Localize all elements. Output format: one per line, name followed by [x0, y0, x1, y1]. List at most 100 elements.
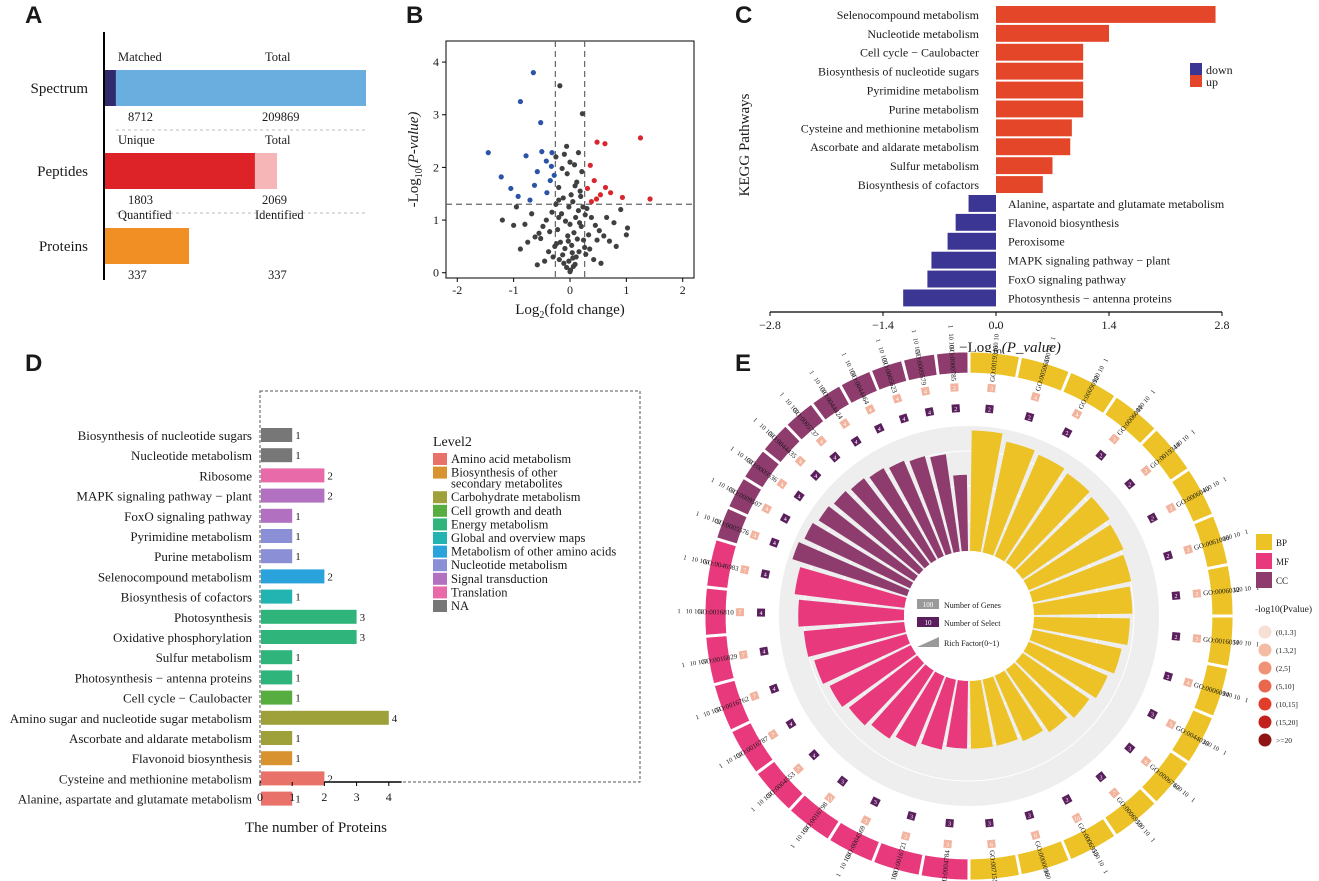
e-gene-count: 11 — [827, 796, 833, 802]
e-rich-bar — [994, 670, 1044, 742]
e-select-count: 2 — [1174, 594, 1177, 600]
e-select-count-box — [1124, 742, 1136, 754]
b-point-ns — [611, 220, 617, 226]
e-gene-count-box — [1140, 755, 1152, 767]
e-gene-count: 3 — [1187, 548, 1190, 554]
b-point-ns — [553, 201, 559, 207]
a-right-label: Total — [265, 133, 291, 147]
e-go-segment — [1207, 616, 1234, 667]
e-select-count: 4 — [763, 650, 766, 656]
e-gene-count-box — [950, 383, 959, 392]
e-go-segment — [716, 507, 748, 545]
e-tick-label: 100 — [724, 485, 736, 496]
b-point-ns — [561, 260, 567, 266]
d-legend-label: Signal transduction — [451, 572, 549, 586]
c-category-label: Selenocompound metabolism — [837, 8, 980, 22]
b-point-up — [602, 141, 608, 147]
e-rich-bar — [982, 441, 1035, 556]
b-point-ns — [536, 230, 542, 236]
c-legend-swatch — [1190, 75, 1202, 87]
e-gene-count-box — [1030, 391, 1041, 402]
c-category-label: Ascorbate and aldarate metabolism — [810, 140, 980, 154]
e-select-count: 3 — [988, 821, 991, 827]
e-select-count: 4 — [928, 410, 931, 416]
e-select-count: 4 — [855, 440, 858, 446]
e-pvalue-label: (2,5] — [1276, 664, 1290, 673]
d-bar-value: 1 — [295, 450, 301, 462]
e-tick-label: 1 — [1101, 869, 1109, 875]
e-gene-count: 10 — [1074, 816, 1080, 822]
b-point-ns — [598, 260, 604, 266]
e-go-segment — [1104, 788, 1156, 836]
e-tick-label: 100 — [1043, 352, 1053, 363]
e-gene-count: 3 — [904, 835, 907, 841]
b-point-ns — [575, 207, 582, 214]
panel-label-d: D — [25, 350, 43, 377]
e-gene-count: 3 — [864, 819, 867, 825]
e-gene-count-box — [1140, 465, 1152, 477]
b-point-ns — [562, 218, 569, 224]
e-tick-label: 100 — [710, 516, 722, 526]
e-pvalue-label: (15,20] — [1276, 718, 1298, 727]
b-point-ns — [568, 192, 574, 198]
e-go-segment — [744, 450, 780, 489]
d-category-label: Biosynthesis of cofactors — [121, 590, 252, 605]
e-rich-bar — [994, 454, 1065, 562]
e-tick-label: 1 — [1149, 837, 1156, 844]
d-bar-value: 2 — [327, 571, 333, 583]
d-category-label: Ribosome — [199, 468, 252, 483]
b-point-ns — [613, 243, 619, 249]
e-tick-label: 1 — [910, 329, 917, 334]
e-tick-label: 100 — [694, 608, 704, 615]
e-tick-label: 100 — [1201, 484, 1213, 495]
e-gene-count-box — [767, 728, 779, 740]
c-category-label: Alanine, aspartate and glutamate metabol… — [1008, 197, 1225, 211]
e-select-count-box — [924, 407, 935, 417]
e-select-count-box — [760, 569, 771, 579]
e-rich-bar — [1023, 641, 1108, 699]
e-select-count: 2 — [1028, 415, 1031, 421]
e-select-count: 3 — [841, 780, 844, 786]
d-bar — [261, 508, 293, 523]
b-point-down — [515, 193, 521, 199]
d-category-label: Ascorbate and aldarate metabolism — [69, 731, 252, 746]
e-pvalue-label: (1.3,2] — [1276, 646, 1296, 655]
e-gene-count: 7 — [743, 568, 746, 574]
c-category-label: Photosynthesis − antenna proteins — [1008, 291, 1172, 305]
d-category-label: Cell cycle − Caulobacter — [123, 691, 253, 706]
e-go-segment — [731, 722, 774, 773]
d-xlabel: The number of Proteins — [245, 820, 387, 836]
d-category-label: Flavonoid biosynthesis — [132, 751, 252, 766]
e-go-label: GO:0004784 — [940, 849, 951, 881]
b-point-ns — [555, 226, 561, 233]
d-bar-value: 1 — [295, 551, 301, 563]
e-pvalue-label: (5,10] — [1276, 682, 1294, 691]
e-tick-label: 100 — [991, 880, 999, 881]
e-go-label: GO:0006032 — [1203, 586, 1241, 598]
e-tick-label: 10 — [843, 359, 852, 368]
e-select-count: 3 — [948, 822, 951, 828]
e-tick-label: 100 — [890, 870, 899, 881]
e-gene-count-box — [1165, 502, 1177, 514]
e-tick-label: 10 — [1180, 789, 1189, 799]
d-bar — [261, 670, 293, 685]
e-gene-count: 4 — [1034, 395, 1037, 401]
e-go-label: GO:0016051 — [1203, 636, 1241, 648]
d-legend-label: Cell growth and death — [451, 504, 562, 518]
d-bar — [261, 468, 325, 483]
b-point-ns — [587, 246, 593, 252]
e-select-count-box — [785, 718, 797, 730]
e-tick-label: 1 — [874, 338, 882, 343]
e-gene-count: 7 — [753, 695, 756, 701]
e-pvalue-title: -log10(Pvalue) — [1255, 604, 1312, 615]
e-gene-count: 3 — [1113, 437, 1116, 443]
e-tick-label: 1 — [840, 352, 848, 358]
e-tick-label: 100 — [948, 341, 956, 351]
b-point-ns — [596, 228, 602, 234]
e-gene-count-box — [1192, 589, 1202, 598]
e-rich-bar — [871, 664, 934, 739]
e-go-segment — [756, 760, 804, 810]
e-rich-bar — [1029, 629, 1122, 674]
b-point-ns — [549, 209, 555, 215]
